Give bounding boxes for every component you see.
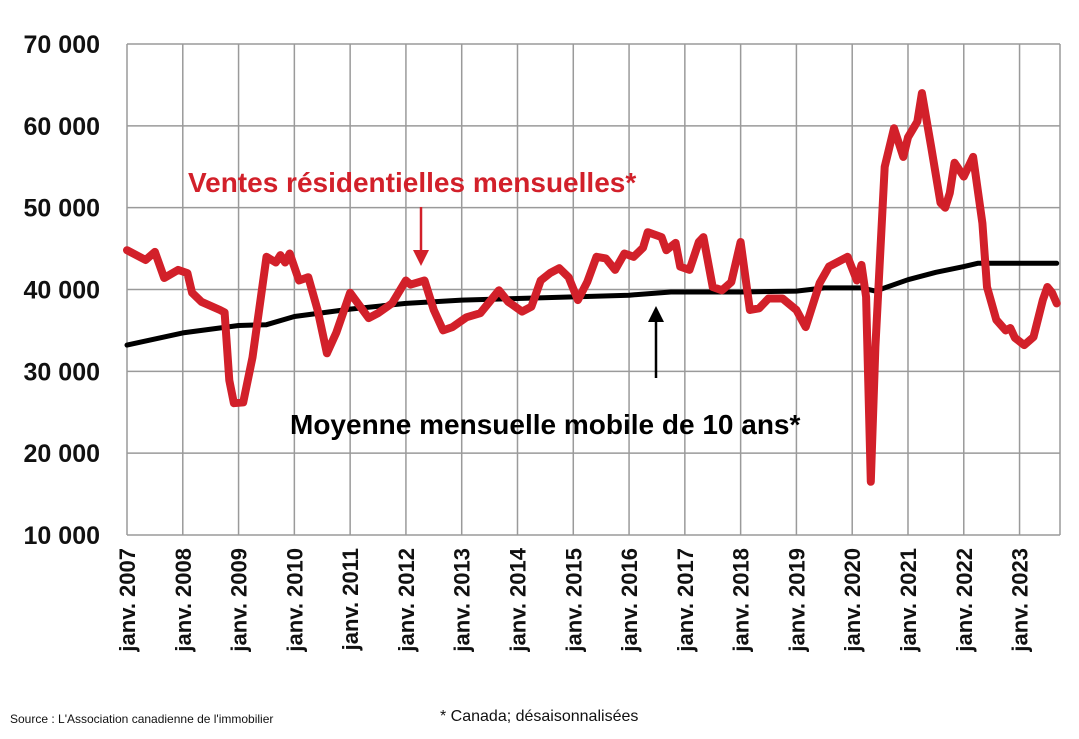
x-tick-label: janv. 2011 xyxy=(338,548,363,651)
y-tick-label: 10 000 xyxy=(24,522,100,550)
x-tick-label: janv. 2016 xyxy=(617,548,642,653)
x-tick-label: janv. 2007 xyxy=(115,548,140,653)
y-tick-label: 20 000 xyxy=(24,440,100,468)
x-tick-label: janv. 2021 xyxy=(896,548,921,653)
x-tick-label: janv. 2008 xyxy=(171,548,196,653)
y-tick-label: 70 000 xyxy=(24,31,100,59)
x-axis: janv. 2007 janv. 2008 janv. 2009 janv. 2010… xyxy=(115,547,1033,652)
average-annotation-label: Moyenne mensuelle mobile de 10 ans* xyxy=(290,409,801,440)
series-line-10yr-average xyxy=(124,260,1060,348)
source-note: Source : L'Association canadienne de l'i… xyxy=(10,712,274,726)
y-tick-label: 40 000 xyxy=(24,277,100,305)
annotations: Ventes résidentielles mensuelles* Moyenn… xyxy=(188,167,801,440)
x-tick-label: janv. 2015 xyxy=(561,548,586,653)
y-tick-label: 50 000 xyxy=(24,195,100,223)
x-tick-label: janv. 2018 xyxy=(729,548,754,653)
y-axis: 10 000 20 000 30 000 40 000 50 000 60 000 70 0… xyxy=(24,31,100,550)
sales-annotation-label: Ventes résidentielles mensuelles* xyxy=(188,167,636,198)
x-tick-label: janv. 2010 xyxy=(282,548,307,653)
y-tick-label: 30 000 xyxy=(24,358,100,386)
x-tick-label: janv. 2023 xyxy=(1008,548,1033,653)
x-tick-label: janv. 2017 xyxy=(673,548,698,653)
x-tick-label: janv. 2019 xyxy=(784,548,809,653)
x-tick-label: janv. 2012 xyxy=(394,548,419,653)
series-group xyxy=(123,89,1061,486)
x-tick-label: janv. 2009 xyxy=(227,548,252,653)
x-tick-label: janv. 2014 xyxy=(505,547,530,652)
average-arrow-head xyxy=(648,306,664,322)
x-tick-label: janv. 2020 xyxy=(840,548,865,653)
x-tick-label: janv. 2022 xyxy=(952,548,977,653)
y-tick-label: 60 000 xyxy=(24,113,100,141)
x-tick-label: janv. 2013 xyxy=(450,548,475,653)
footnote: * Canada; désaisonnalisées xyxy=(440,708,639,725)
series-line-monthly-sales xyxy=(123,89,1061,486)
sales-arrow-head xyxy=(413,250,429,266)
